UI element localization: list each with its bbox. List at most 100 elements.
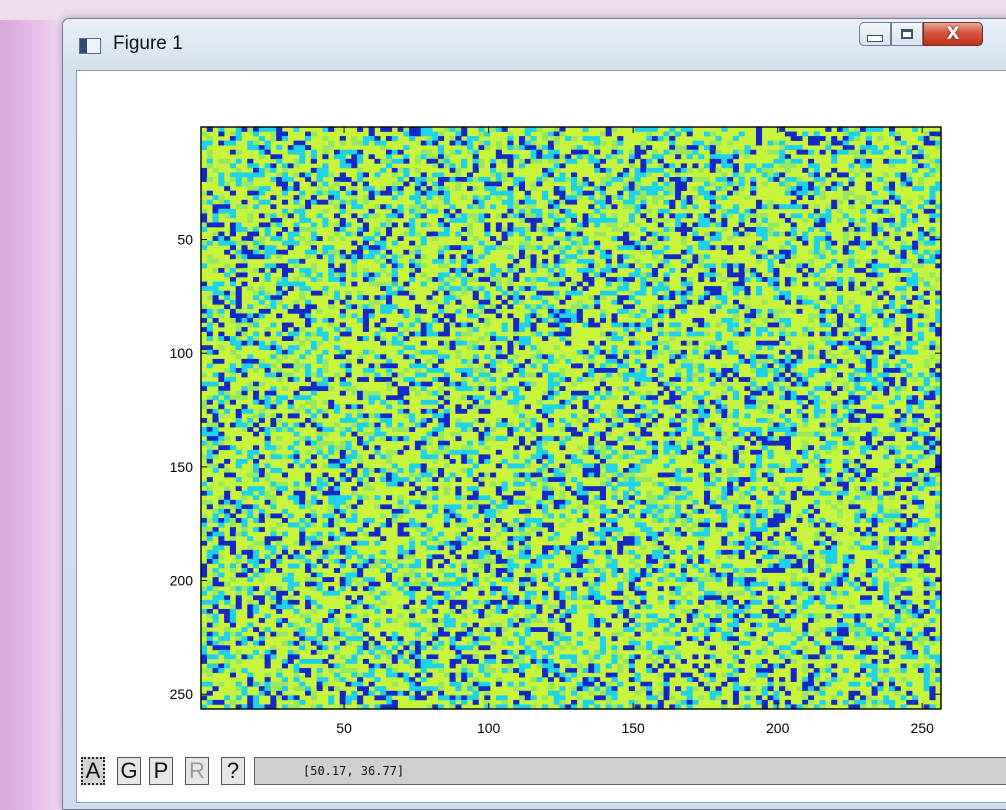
heatmap-cell bbox=[409, 222, 416, 228]
heatmap-cell bbox=[732, 272, 739, 278]
heatmap-cell bbox=[559, 172, 566, 178]
heatmap-cell bbox=[576, 317, 583, 323]
heatmap-cell bbox=[414, 358, 421, 364]
heatmap-cell bbox=[831, 445, 838, 451]
heatmap-cell bbox=[923, 436, 930, 442]
heatmap-cell bbox=[305, 477, 312, 482]
heatmap-cell bbox=[854, 222, 861, 228]
heatmap-cell bbox=[680, 286, 687, 291]
heatmap-cell bbox=[386, 454, 393, 460]
heatmap-cell bbox=[426, 331, 433, 337]
heatmap-cell bbox=[241, 490, 248, 496]
heatmap-cell bbox=[808, 327, 815, 332]
heatmap-cell bbox=[842, 308, 849, 314]
heatmap-cell bbox=[698, 213, 705, 219]
heatmap-cell bbox=[229, 149, 236, 155]
minimize-button[interactable] bbox=[859, 22, 891, 46]
heatmap-cell bbox=[368, 349, 375, 355]
heatmap-cell bbox=[871, 199, 878, 205]
heatmap-cell bbox=[669, 227, 676, 232]
title-bar[interactable]: Figure 1 X bbox=[63, 19, 1006, 69]
heatmap-cell bbox=[276, 331, 283, 337]
heatmap-cell bbox=[715, 377, 722, 382]
heatmap-cell bbox=[917, 163, 924, 169]
heatmap-cell bbox=[357, 231, 364, 237]
heatmap-cell bbox=[201, 499, 208, 505]
heatmap-cell bbox=[201, 145, 208, 151]
heatmap-cell bbox=[495, 245, 502, 251]
heatmap-cell bbox=[391, 481, 398, 487]
heatmap-cell bbox=[374, 422, 381, 428]
heatmap-cell bbox=[414, 472, 421, 478]
heatmap-cell bbox=[912, 240, 919, 246]
heatmap-cell bbox=[605, 372, 612, 378]
heatmap-cell bbox=[651, 422, 659, 428]
heatmap-cell bbox=[894, 254, 901, 260]
heatmap-cell bbox=[709, 345, 716, 351]
heatmap-cell bbox=[362, 199, 369, 205]
heatmap-cell bbox=[935, 372, 942, 378]
heatmap-cell bbox=[709, 167, 716, 173]
heatmap-cell bbox=[357, 390, 364, 396]
maximize-button[interactable] bbox=[891, 22, 923, 46]
heatmap-image[interactable] bbox=[201, 127, 942, 710]
heatmap-cell bbox=[305, 313, 312, 319]
heatmap-cell bbox=[744, 213, 751, 219]
heatmap-cell bbox=[553, 227, 560, 232]
heatmap-cell bbox=[646, 422, 653, 428]
heatmap-cell bbox=[380, 240, 387, 246]
heatmap-cell bbox=[657, 327, 664, 332]
heatmap-cell bbox=[698, 240, 705, 246]
heatmap-cell bbox=[472, 427, 479, 432]
heatmap-cell bbox=[339, 299, 346, 305]
heatmap-cell bbox=[571, 240, 578, 246]
heatmap-cell bbox=[923, 172, 930, 178]
heatmap-cell bbox=[484, 177, 491, 182]
heatmap-cell bbox=[542, 231, 549, 237]
heatmap-cell bbox=[623, 408, 630, 414]
heatmap-cell bbox=[524, 313, 531, 319]
figure-window-icon[interactable] bbox=[79, 38, 101, 54]
heatmap-cell bbox=[293, 395, 300, 401]
heatmap-cell bbox=[611, 213, 618, 219]
heatmap-cell bbox=[611, 477, 618, 482]
heatmap-cell bbox=[912, 427, 919, 432]
heatmap-cell bbox=[258, 286, 265, 291]
heatmap-cell bbox=[565, 254, 572, 260]
heatmap-cell bbox=[594, 272, 601, 278]
heatmap-cell bbox=[443, 354, 450, 360]
heatmap-cell bbox=[727, 158, 734, 164]
heatmap-cell bbox=[646, 458, 653, 464]
heatmap-cell bbox=[906, 317, 913, 323]
heatmap-cell bbox=[281, 272, 289, 278]
heatmap-cell bbox=[490, 163, 497, 169]
heatmap-cell bbox=[472, 495, 479, 501]
heatmap-cell bbox=[848, 277, 855, 282]
heatmap-cell bbox=[432, 449, 439, 455]
heatmap-cell bbox=[241, 363, 248, 369]
heatmap-cell bbox=[357, 149, 364, 155]
heatmap-cell bbox=[779, 158, 786, 164]
heatmap-cell bbox=[692, 186, 699, 191]
heatmap-cell bbox=[906, 267, 913, 273]
heatmap-cell bbox=[738, 281, 745, 287]
heatmap-cell bbox=[264, 227, 271, 232]
heatmap-cell bbox=[466, 358, 474, 364]
heatmap-cell bbox=[906, 408, 913, 414]
heatmap-cell bbox=[386, 149, 393, 155]
heatmap-cell bbox=[547, 231, 554, 237]
heatmap-cell bbox=[692, 340, 699, 346]
heatmap-cell bbox=[576, 308, 583, 314]
heatmap-cell bbox=[640, 272, 647, 278]
close-button[interactable]: X bbox=[923, 22, 983, 46]
heatmap-cell bbox=[825, 490, 832, 496]
heatmap-cell bbox=[917, 295, 924, 301]
heatmap-cell bbox=[900, 377, 907, 382]
heatmap-cell bbox=[362, 267, 369, 273]
heatmap-cell bbox=[495, 449, 502, 455]
heatmap-cell bbox=[339, 390, 346, 396]
heatmap-cell bbox=[767, 354, 774, 360]
heatmap-cell bbox=[646, 349, 653, 355]
heatmap-cell bbox=[403, 408, 410, 414]
